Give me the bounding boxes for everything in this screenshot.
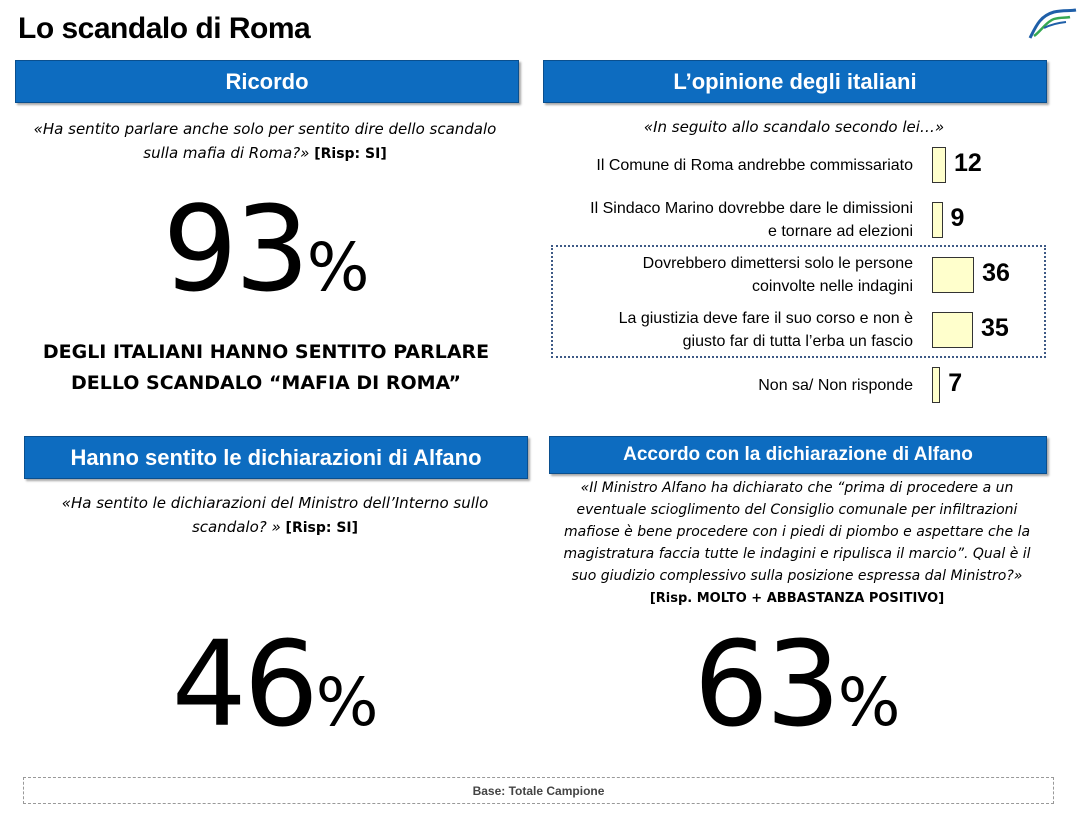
bar-label-line: e tornare ad elezioni xyxy=(768,223,913,240)
bar xyxy=(932,147,947,183)
alfano-accordo-header: Accordo con la dichiarazione di Alfano xyxy=(549,436,1047,474)
stylized-f-logo-icon xyxy=(1028,8,1077,39)
alfano-accordo-percent: % xyxy=(837,664,901,741)
alfano-sentito-big-value: 46 % xyxy=(24,615,526,753)
bar-label-line: Il Sindaco Marino dovrebbe dare le dimis… xyxy=(590,200,913,217)
alfano-accordo-value: 63 xyxy=(693,615,841,753)
page-title: Lo scandalo di Roma xyxy=(18,12,311,45)
alfano-accordo-question: «Il Ministro Alfano ha dichiarato che “p… xyxy=(563,480,1031,584)
alfano-sentito-question: «Ha sentito le dichiarazioni del Ministr… xyxy=(40,491,510,540)
bar xyxy=(932,367,941,403)
bar-value-label: 36 xyxy=(982,259,1010,287)
bar-value-label: 35 xyxy=(980,314,1009,342)
bar-label-line: Non sa/ Non risponde xyxy=(758,376,913,394)
bar-value-label: 12 xyxy=(954,149,982,177)
alfano-sentito-header: Hanno sentito le dichiarazioni di Alfano xyxy=(24,436,528,479)
opinione-header: L’opinione degli italiani xyxy=(543,60,1047,103)
bar-label: La giustizia deve fare il suo corso e no… xyxy=(553,307,913,353)
ricordo-big-value: 93 % xyxy=(15,180,517,318)
highlight-dotted-box xyxy=(551,245,1046,358)
bar-label: Il Comune di Roma andrebbe commissariato xyxy=(553,154,913,177)
bar xyxy=(932,202,943,238)
alfano-accordo-risp: [Risp. MOLTO + ABBASTANZA POSITIVO] xyxy=(649,591,945,606)
bar-value-label: 7 xyxy=(948,369,963,397)
bar-label: Dovrebbero dimettersi solo le persone coi… xyxy=(553,252,913,298)
bar xyxy=(932,312,973,348)
bar-label: Il Sindaco Marino dovrebbe dare le dimis… xyxy=(553,197,913,243)
bar-label-line: coinvolte nelle indagini xyxy=(752,278,913,295)
bar-label: Non sa/ Non risponde xyxy=(553,374,913,397)
footer-base-note: Base: Totale Campione xyxy=(23,777,1054,804)
alfano-sentito-risp: [Risp: SI] xyxy=(285,520,359,536)
alfano-sentito-question-text: «Ha sentito le dichiarazioni del Ministr… xyxy=(61,494,489,536)
bar-value-label: 9 xyxy=(950,204,965,232)
ricordo-caption: DEGLI ITALIANI HANNO SENTITO PARLARE DEL… xyxy=(15,337,517,399)
ricordo-header: Ricordo xyxy=(15,60,519,103)
ricordo-caption-line2: DELLO SCANDALO “MAFIA DI ROMA” xyxy=(70,372,462,394)
bar xyxy=(932,257,975,293)
ricordo-question-text: «Ha sentito parlare anche solo per senti… xyxy=(33,120,497,162)
ricordo-question: «Ha sentito parlare anche solo per senti… xyxy=(30,117,500,166)
ricordo-caption-line1: DEGLI ITALIANI HANNO SENTITO PARLARE xyxy=(42,341,490,363)
bar-label-line: Il Comune di Roma andrebbe commissariato xyxy=(596,156,913,174)
alfano-accordo-big-value: 63 % xyxy=(549,615,1045,753)
alfano-sentito-value: 46 xyxy=(171,615,319,753)
alfano-sentito-percent: % xyxy=(315,664,379,741)
opinione-question: «In seguito allo scandalo secondo lei…» xyxy=(643,118,945,136)
bar-label-line: giusto far di tutta l’erba un fascio xyxy=(682,333,913,350)
bar-label-line: Dovrebbero dimettersi solo le persone xyxy=(642,255,913,272)
bar-label-line: La giustizia deve fare il suo corso e no… xyxy=(618,310,913,327)
ricordo-percent: % xyxy=(306,229,370,306)
ricordo-value: 93 xyxy=(162,180,310,318)
ricordo-risp: [Risp: SI] xyxy=(314,146,387,162)
